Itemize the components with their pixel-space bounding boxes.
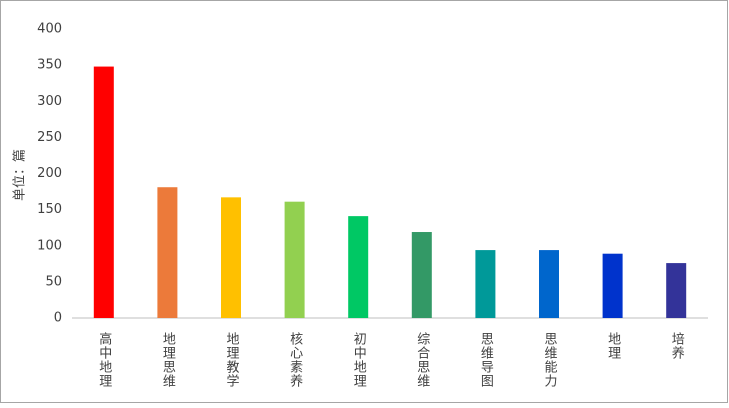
bar <box>666 263 687 318</box>
bar <box>602 253 623 318</box>
x-tick-label: 综合思维 <box>414 332 430 388</box>
y-tick-label: 250 <box>37 130 62 145</box>
bar <box>475 250 496 318</box>
x-tick-label: 思维能力 <box>542 332 558 388</box>
bar <box>411 232 432 318</box>
x-tick-label: 地理思维 <box>160 332 176 388</box>
y-tick-label: 400 <box>37 22 62 37</box>
bar <box>539 250 559 318</box>
y-tick-label: 150 <box>37 202 62 217</box>
y-tick-label: 350 <box>37 58 62 73</box>
x-tick-label: 高中地理 <box>96 331 112 388</box>
x-tick-label: 地理教学 <box>224 332 240 388</box>
x-tick-label: 核心素养 <box>287 332 303 388</box>
y-tick-label: 50 <box>45 274 62 289</box>
y-tick-label: 100 <box>37 238 62 253</box>
bar <box>93 66 114 318</box>
y-tick-label: 0 <box>54 311 62 326</box>
bar <box>284 201 305 318</box>
bar <box>221 197 241 318</box>
bar <box>348 216 369 318</box>
x-tick-label: 地理 <box>605 332 621 360</box>
y-axis-label: 单位：篇 <box>13 149 28 201</box>
y-tick-label: 300 <box>37 94 62 109</box>
x-tick-label: 培养 <box>669 331 685 360</box>
y-tick-label: 200 <box>37 166 62 181</box>
bar <box>157 187 178 318</box>
x-tick-label: 初中地理 <box>351 332 367 388</box>
x-tick-label: 思维导图 <box>478 332 494 388</box>
